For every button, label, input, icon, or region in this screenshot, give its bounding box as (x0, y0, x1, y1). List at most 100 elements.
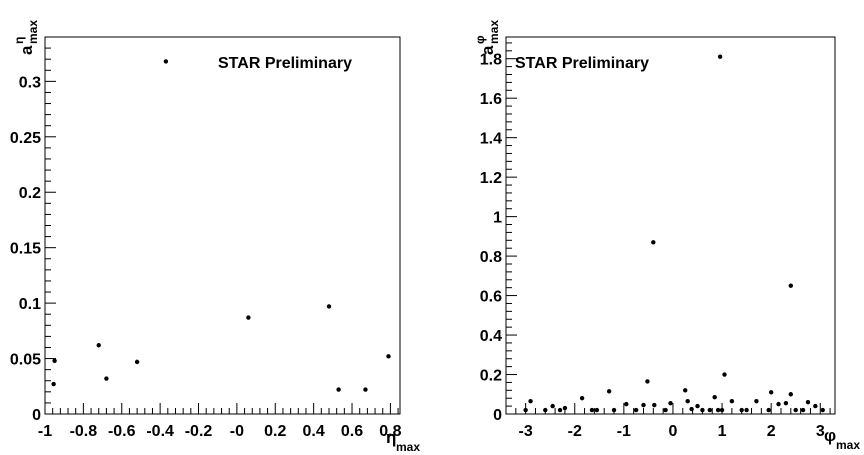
phi-data-point (768, 390, 774, 395)
phi-x-axis-symbol: φ (824, 426, 836, 445)
phi-y-tick-label: 0.4 (480, 328, 502, 345)
phi-plot-frame (505, 36, 836, 415)
phi-data-point (788, 392, 794, 397)
phi-x-axis-subscript: max (836, 438, 860, 452)
phi-data-point (719, 407, 725, 413)
phi-data-point (624, 401, 629, 407)
phi-data-point (606, 389, 612, 394)
phi-data-point (800, 407, 806, 413)
eta-y-tick-label: 0.25 (10, 130, 41, 147)
phi-data-point (528, 398, 533, 404)
phi-data-point (562, 405, 568, 411)
phi-y-tick-label: 1.8 (480, 52, 502, 69)
eta-x-tick-label: 0.2 (264, 423, 286, 440)
phi-data-point (707, 407, 712, 413)
phi-data-point (783, 400, 789, 406)
phi-y-tick-label: 1 (493, 210, 502, 227)
phi-y-axis-subscript: max (487, 20, 501, 44)
eta-x-tick-label: -1 (38, 423, 52, 440)
phi-data-points (523, 54, 825, 413)
phi-y-axis-symbol: a (478, 45, 497, 55)
eta-x-tick-label: 0.8 (379, 423, 401, 440)
phi-data-point (788, 283, 794, 288)
eta-plot-frame (44, 36, 401, 415)
phi-x-axis-title: φ max (824, 426, 860, 452)
phi-data-point (641, 402, 646, 408)
phi-data-point (645, 379, 650, 384)
eta-data-point (363, 387, 368, 392)
phi-data-point (594, 407, 600, 413)
phi-data-point (689, 406, 694, 412)
eta-data-points (51, 59, 391, 392)
phi-data-point (683, 388, 688, 393)
phi-data-point (813, 403, 818, 409)
phi-data-point (776, 401, 781, 407)
phi-data-point (523, 407, 528, 413)
phi-data-point (652, 402, 657, 408)
eta-x-tick-label: -0.6 (108, 423, 136, 440)
phi-data-point (651, 240, 656, 245)
eta-y-ticks: 0 0.05 0.1 0.15 0.2 0.25 0.3 (10, 36, 56, 424)
phi-data-point (712, 395, 717, 400)
phi-data-point (685, 398, 690, 404)
phi-data-point (557, 407, 563, 413)
eta-data-point (96, 343, 101, 348)
eta-x-axis-subscript: max (396, 440, 420, 454)
eta-y-tick-label: 0.3 (19, 74, 41, 91)
eta-annotation: STAR Preliminary (218, 55, 352, 72)
phi-data-point (589, 407, 595, 413)
eta-x-tick-label: -0.8 (70, 423, 98, 440)
eta-data-point (326, 304, 332, 309)
phi-data-point (793, 407, 798, 413)
phi-y-tick-label: 1.2 (480, 170, 502, 187)
phi-x-ticks: -3 -2 -1 0 1 2 3 (505, 403, 831, 440)
phi-data-point (550, 403, 555, 409)
phi-data-point (543, 407, 548, 413)
eta-x-ticks: -1 -0.8 -0.6 -0.4 -0.2 -0 0.2 0.4 0.6 0.8 (38, 403, 402, 440)
phi-y-axis-title: a φ max (473, 20, 501, 55)
eta-y-axis-symbol: a (17, 45, 36, 55)
phi-y-tick-label: 1.4 (480, 131, 502, 148)
phi-data-point (754, 398, 759, 404)
eta-max-panel: -1 -0.8 -0.6 -0.4 -0.2 -0 0.2 0.4 0.6 0.8 0 0.05 0.… (10, 20, 420, 454)
phi-x-tick-label: 0 (669, 423, 678, 440)
phi-y-tick-label: 1.6 (480, 91, 502, 108)
phi-x-tick-label: -1 (617, 423, 631, 440)
phi-y-tick-label: 0.2 (480, 368, 502, 385)
phi-x-tick-label: 1 (718, 423, 727, 440)
eta-data-point (163, 59, 169, 64)
phi-data-point (668, 400, 673, 406)
eta-data-point (104, 376, 109, 381)
phi-y-tick-label: 0.6 (480, 289, 502, 306)
eta-y-axis-title: a η max (12, 20, 40, 55)
eta-x-axis-symbol: η (386, 428, 396, 447)
phi-y-ticks: 0 0.2 0.4 0.6 0.8 1 1.2 1.4 1.6 1.8 (480, 42, 517, 424)
phi-x-tick-label: -3 (519, 423, 533, 440)
eta-y-tick-label: 0.2 (19, 185, 41, 202)
phi-max-panel: -3 -2 -1 0 1 2 3 0 0.2 0.4 0.6 0.8 1 1.2 1.4 1.6 1.8 ST… (473, 20, 860, 452)
phi-data-point (715, 407, 721, 413)
phi-data-point (766, 407, 771, 413)
eta-data-point (246, 315, 251, 320)
phi-data-point (717, 54, 723, 59)
eta-x-tick-label: -0.4 (146, 423, 174, 440)
phi-data-point (579, 396, 585, 401)
eta-x-tick-label: -0 (230, 423, 244, 440)
phi-data-point (739, 407, 744, 413)
phi-data-point (633, 407, 639, 413)
eta-data-point (336, 387, 341, 392)
eta-y-axis-subscript: max (26, 20, 40, 44)
eta-y-axis-superscript: η (12, 37, 26, 44)
eta-y-tick-label: 0.1 (19, 296, 41, 313)
phi-data-point (663, 407, 668, 413)
phi-data-point (729, 398, 735, 404)
phi-y-tick-label: 0 (493, 407, 502, 424)
eta-x-tick-label: 0.6 (341, 423, 363, 440)
eta-data-point (134, 359, 140, 365)
phi-data-point (820, 407, 825, 413)
phi-data-point (722, 372, 727, 377)
eta-x-tick-label: 0.4 (303, 423, 325, 440)
phi-x-tick-label: -2 (568, 423, 582, 440)
phi-x-tick-label: 2 (767, 423, 776, 440)
